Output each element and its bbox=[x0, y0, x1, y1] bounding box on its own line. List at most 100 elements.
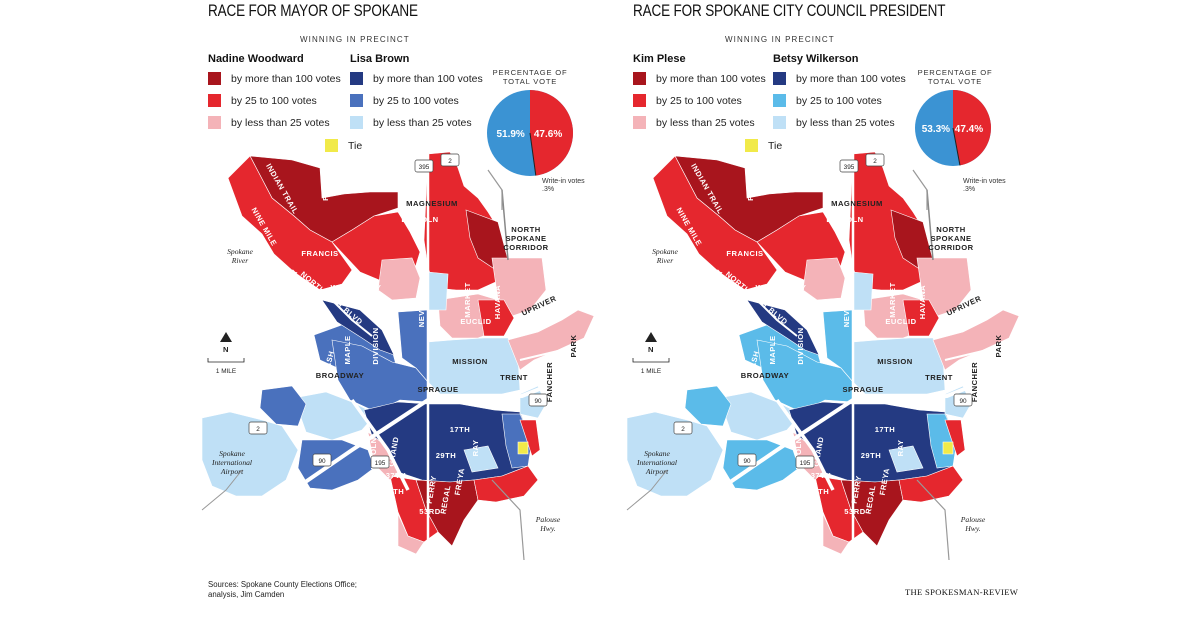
map-label-magnesium: MAGNESIUM bbox=[831, 199, 883, 208]
map-label-spokane-river: Spokane River bbox=[227, 247, 253, 265]
map-label-trent: TRENT bbox=[500, 373, 528, 382]
map-label-rd53: 53RD bbox=[419, 507, 440, 516]
write-in-label: Write-in votes .3% bbox=[963, 178, 1006, 193]
legend-a-row: by 25 to 100 votes bbox=[633, 94, 742, 107]
map-label-th37: 37TH bbox=[811, 471, 832, 480]
map-label-ash: ASH bbox=[748, 350, 761, 369]
map-label-market: MARKET bbox=[463, 282, 472, 317]
highway-shield bbox=[248, 421, 268, 435]
precinct-region bbox=[227, 155, 353, 291]
precinct-region bbox=[814, 475, 864, 543]
map-label-five-mile: FIVE MILE bbox=[321, 159, 330, 201]
map-label-th37: 37TH bbox=[386, 471, 407, 480]
mayor-race-panel: RACE FOR MAYOR OF SPOKANE WINNING IN PRE… bbox=[180, 0, 610, 630]
map-label-fancher: FANCHER bbox=[970, 362, 979, 402]
map-label-broadway: BROADWAY bbox=[741, 371, 789, 380]
highway-number: 395 bbox=[419, 164, 430, 171]
legend-b-row: by less than 25 votes bbox=[773, 116, 895, 129]
precinct-region bbox=[397, 309, 429, 383]
candidate-a-name: Kim Plese bbox=[633, 53, 686, 65]
precinct-region bbox=[746, 299, 820, 356]
pie-label-red: 47.6% bbox=[534, 129, 562, 140]
vote-share-pie: 53.3% 47.4% bbox=[915, 90, 991, 166]
precinct-region bbox=[377, 257, 421, 301]
map-label-airport: Spokane International Airport bbox=[636, 449, 677, 476]
legend-b-row: by 25 to 100 votes bbox=[773, 94, 882, 107]
percentage-title: PERCENTAGE OF TOTAL VOTE bbox=[492, 68, 568, 86]
scale-bar bbox=[207, 358, 245, 363]
precinct-region bbox=[321, 299, 395, 356]
map-label-th17: 17TH bbox=[450, 425, 471, 434]
map-label-francis: FRANCIS bbox=[301, 249, 338, 258]
map-label-sprague: SPRAGUE bbox=[842, 385, 883, 394]
map-label-north-spokane-corridor: NORTH SPOKANE CORRIDOR bbox=[928, 225, 973, 252]
precinct-region bbox=[477, 299, 515, 337]
map-label-maple: MAPLE bbox=[343, 335, 352, 364]
highway-shield bbox=[673, 421, 693, 435]
legend-a-row: by 25 to 100 votes bbox=[208, 94, 317, 107]
map-label-palouse: Palouse Hwy. bbox=[535, 515, 561, 533]
highway-shield bbox=[414, 159, 434, 173]
legend-b-row: by more than 100 votes bbox=[773, 72, 906, 85]
map-label-park: PARK bbox=[994, 335, 1003, 358]
map-label-palouse: Palouse Hwy. bbox=[960, 515, 986, 533]
map-label-havana: HAVANA bbox=[493, 285, 502, 319]
legend-a-row: by more than 100 votes bbox=[633, 72, 766, 85]
legend-tie-row: Tie bbox=[745, 139, 782, 152]
precinct-region bbox=[427, 271, 449, 311]
scale-bar bbox=[632, 358, 670, 363]
scale-label: 1 MILE bbox=[641, 368, 661, 375]
map-label-spokane-river: Spokane River bbox=[652, 247, 678, 265]
map-label-rd53: 53RD bbox=[844, 507, 865, 516]
highway-number: 2 bbox=[681, 426, 685, 433]
precinct-region bbox=[517, 441, 529, 455]
candidate-b-name: Lisa Brown bbox=[350, 53, 410, 65]
map-label-euclid: EUCLID bbox=[460, 317, 491, 326]
precinct-region bbox=[463, 445, 499, 473]
precinct-region bbox=[259, 385, 307, 427]
map-label-havana: HAVANA bbox=[918, 285, 927, 319]
precinct-region bbox=[652, 155, 778, 291]
precinct-region bbox=[898, 465, 964, 503]
map-label-maple: MAPLE bbox=[768, 335, 777, 364]
precinct-region bbox=[201, 411, 299, 497]
map-label-lincoln-north: LINCOLN bbox=[401, 215, 438, 224]
candidate-a-name: Nadine Woodward bbox=[208, 53, 304, 65]
map-label-market: MARKET bbox=[888, 282, 897, 317]
legend-b-row: by 25 to 100 votes bbox=[350, 94, 459, 107]
map-label-ash: ASH bbox=[323, 350, 336, 369]
map-label-euclid: EUCLID bbox=[885, 317, 916, 326]
highway-shield bbox=[865, 153, 885, 167]
precinct-region bbox=[888, 445, 924, 473]
winning-in-precinct-label: WINNING IN PRECINCT bbox=[725, 35, 835, 44]
publisher-credit: THE SPOKESMAN-REVIEW bbox=[905, 587, 1019, 597]
highway-number: 195 bbox=[800, 460, 811, 467]
highway-number: 90 bbox=[534, 398, 542, 405]
scale-label: 1 MILE bbox=[216, 368, 236, 375]
map-label-fancher: FANCHER bbox=[545, 362, 554, 402]
map-label-ray: RAY bbox=[896, 440, 905, 457]
precinct-region bbox=[902, 299, 940, 337]
north-arrow-icon bbox=[220, 332, 232, 342]
highway-number: 90 bbox=[959, 398, 967, 405]
highway-number: 90 bbox=[743, 458, 751, 465]
pie-label-blue: 53.3% bbox=[922, 124, 950, 135]
precinct-region bbox=[722, 439, 800, 491]
map-label-th29: 29TH bbox=[861, 451, 882, 460]
pie-slice-red bbox=[953, 90, 991, 166]
map-label-mission: MISSION bbox=[877, 357, 913, 366]
highway-shield bbox=[528, 393, 548, 407]
north-arrow-icon bbox=[645, 332, 657, 342]
map-label-francis: FRANCIS bbox=[726, 249, 763, 258]
highway-shield bbox=[312, 453, 332, 467]
percentage-title: PERCENTAGE OF TOTAL VOTE bbox=[917, 68, 993, 86]
north-arrow-label: N bbox=[223, 345, 229, 354]
map-label-trent: TRENT bbox=[925, 373, 953, 382]
highway-shield bbox=[440, 153, 460, 167]
map-label-division: DIVISION bbox=[796, 327, 805, 364]
legend-b-row: by more than 100 votes bbox=[350, 72, 483, 85]
precinct-region bbox=[942, 441, 954, 455]
highway-number: 2 bbox=[873, 158, 877, 165]
precinct-region bbox=[822, 513, 850, 555]
